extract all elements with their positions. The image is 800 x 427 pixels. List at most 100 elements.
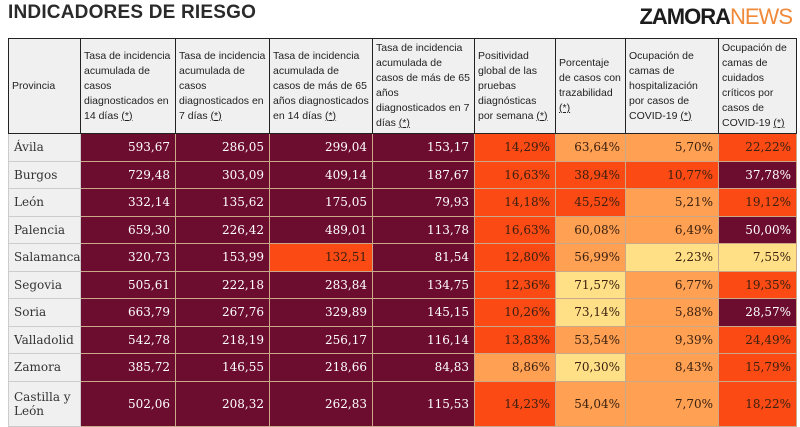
table-row: Salamanca 320,73 153,99 132,51 81,54 12,80% 56… [8, 243, 797, 272]
indicator-cell: 135,62 [175, 188, 270, 217]
province-cell: Salamanca [8, 243, 81, 272]
table-row: Zamora 385,72 146,55 218,66 84,83 8,86% 70,30%… [8, 353, 797, 382]
indicator-cell: 71,57% [555, 270, 626, 299]
indicator-cell: 28,57% [718, 298, 797, 327]
indicator-cell: 12,80% [474, 243, 556, 272]
province-cell: Zamora [8, 353, 81, 382]
indicator-cell: 10,26% [474, 298, 556, 327]
indicator-cell: 262,83 [269, 380, 373, 427]
footnote-link[interactable]: (*) [121, 109, 133, 122]
column-header: Ocupación de camas de cuidados críticos … [718, 38, 797, 134]
indicator-cell: 218,66 [269, 353, 373, 382]
indicator-cell: 663,79 [80, 298, 176, 327]
footnote-link[interactable]: (*) [324, 109, 337, 122]
indicator-cell: 79,93 [372, 188, 475, 217]
logo-suffix: NEWS [730, 4, 793, 29]
indicator-cell: 226,42 [175, 215, 270, 244]
indicator-cell: 145,15 [372, 298, 475, 327]
indicator-cell: 13,83% [474, 325, 556, 354]
indicator-cell: 286,05 [175, 133, 270, 162]
footnote-link[interactable]: (*) [536, 109, 548, 122]
indicator-cell: 8,86% [474, 353, 556, 382]
indicator-cell: 19,12% [718, 188, 797, 217]
province-cell: Palencia [8, 215, 81, 244]
indicator-cell: 54,04% [555, 380, 626, 427]
indicator-cell: 593,67 [80, 133, 176, 162]
province-cell: Valladolid [8, 325, 81, 354]
indicator-cell: 5,21% [625, 188, 719, 217]
footnote-link[interactable]: (*) [398, 117, 410, 129]
indicator-cell: 63,64% [555, 133, 626, 162]
indicator-cell: 84,83 [372, 353, 475, 382]
indicator-cell: 113,78 [372, 215, 475, 244]
indicator-cell: 73,14% [555, 298, 626, 327]
province-cell: Burgos [8, 160, 81, 189]
indicator-cell: 5,88% [625, 298, 719, 327]
indicator-cell: 18,22% [718, 380, 797, 427]
table-row: Castilla y León 502,06 208,32 262,83 115,53 1… [8, 380, 797, 427]
indicator-cell: 38,94% [555, 160, 626, 189]
indicator-cell: 132,51 [269, 243, 373, 272]
province-cell: Soria [8, 298, 81, 327]
indicator-cell: 12,36% [474, 270, 556, 299]
indicator-cell: 50,00% [718, 215, 797, 244]
indicator-cell: 222,18 [175, 270, 270, 299]
indicator-cell: 153,99 [175, 243, 270, 272]
column-header: Porcentaje de casos con trazabilidad (*) [555, 38, 626, 134]
province-cell: León [8, 188, 81, 217]
footnote-link[interactable]: (*) [559, 102, 571, 114]
indicator-cell: 115,53 [372, 380, 475, 427]
indicator-cell: 187,67 [372, 160, 475, 189]
indicator-cell: 134,75 [372, 270, 475, 299]
column-header-label: Tasa de incidencia acumulada de casos di… [179, 49, 266, 122]
indicator-cell: 81,54 [372, 243, 475, 272]
indicator-cell: 256,17 [269, 325, 373, 354]
indicator-cell: 299,04 [269, 133, 373, 162]
indicator-cell: 9,39% [625, 325, 719, 354]
indicator-cell: 45,52% [555, 188, 626, 217]
indicator-cell: 24,49% [718, 325, 797, 354]
indicator-cell: 14,29% [474, 133, 556, 162]
indicator-cell: 8,43% [625, 353, 719, 382]
indicator-cell: 6,77% [625, 270, 719, 299]
indicator-cell: 283,84 [269, 270, 373, 299]
indicator-cell: 15,79% [718, 353, 797, 382]
indicator-cell: 489,01 [269, 215, 373, 244]
indicator-cell: 218,19 [175, 325, 270, 354]
column-header: Tasa de incidencia acumulada de casos de… [372, 38, 475, 134]
watermark-logo: ZAMORA NEWS [639, 4, 793, 30]
indicator-cell: 16,63% [474, 160, 556, 189]
footnote-link[interactable]: (*) [773, 117, 785, 129]
indicator-cell: 542,78 [80, 325, 176, 354]
footnote-link[interactable]: (*) [680, 109, 692, 122]
page-title: INDICADORES DE RIESGO [8, 2, 257, 23]
indicator-cell: 37,78% [718, 160, 797, 189]
indicator-cell: 409,14 [269, 160, 373, 189]
indicator-cell: 60,08% [555, 215, 626, 244]
indicator-cell: 659,30 [80, 215, 176, 244]
column-header-label: Provincia [12, 79, 56, 92]
indicator-cell: 19,35% [718, 270, 797, 299]
table-row: Soria 663,79 267,76 329,89 145,15 10,26% 73,14… [8, 298, 797, 327]
column-header: Positividad global de las pruebas diagnó… [474, 38, 556, 134]
indicator-cell: 7,55% [718, 243, 797, 272]
indicator-cell: 267,76 [175, 298, 270, 327]
province-cell: Segovia [8, 270, 81, 299]
column-header: Provincia [8, 38, 81, 134]
footnote-link[interactable]: (*) [210, 109, 222, 122]
indicator-cell: 146,55 [175, 353, 270, 382]
indicator-cell: 116,14 [372, 325, 475, 354]
indicator-cell: 153,17 [372, 133, 475, 162]
column-header-label: Porcentaje de casos con trazabilidad [559, 57, 621, 99]
column-header-label: Ocupación de camas de cuidados críticos … [722, 42, 787, 129]
column-header: Tasa de incidencia acumulada de casos de… [269, 38, 373, 134]
province-cell: Ávila [8, 133, 81, 162]
indicator-cell: 332,14 [80, 188, 176, 217]
indicator-cell: 2,23% [625, 243, 719, 272]
indicator-cell: 385,72 [80, 353, 176, 382]
indicator-cell: 56,99% [555, 243, 626, 272]
indicator-cell: 53,54% [555, 325, 626, 354]
column-header-label: Ocupación de camas de hospitalización po… [629, 49, 698, 122]
indicator-cell: 208,32 [175, 380, 270, 427]
column-header-label: Tasa de incidencia acumulada de casos di… [84, 49, 171, 122]
